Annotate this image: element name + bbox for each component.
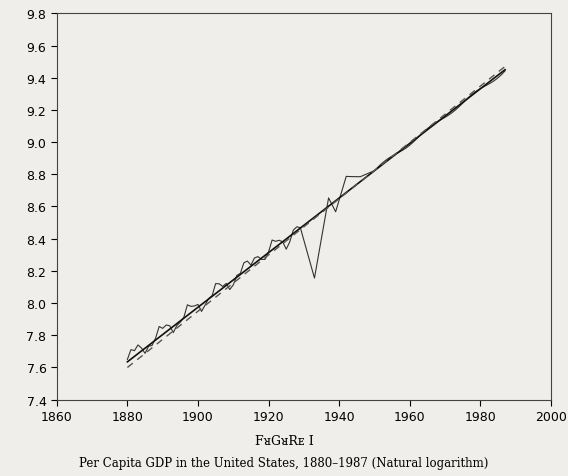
Text: Per Capita GDP in the United States, 1880–1987 (Natural logarithm): Per Capita GDP in the United States, 188… [80, 456, 488, 469]
Text: FᴚGᴚRᴇ I: FᴚGᴚRᴇ I [254, 434, 314, 447]
